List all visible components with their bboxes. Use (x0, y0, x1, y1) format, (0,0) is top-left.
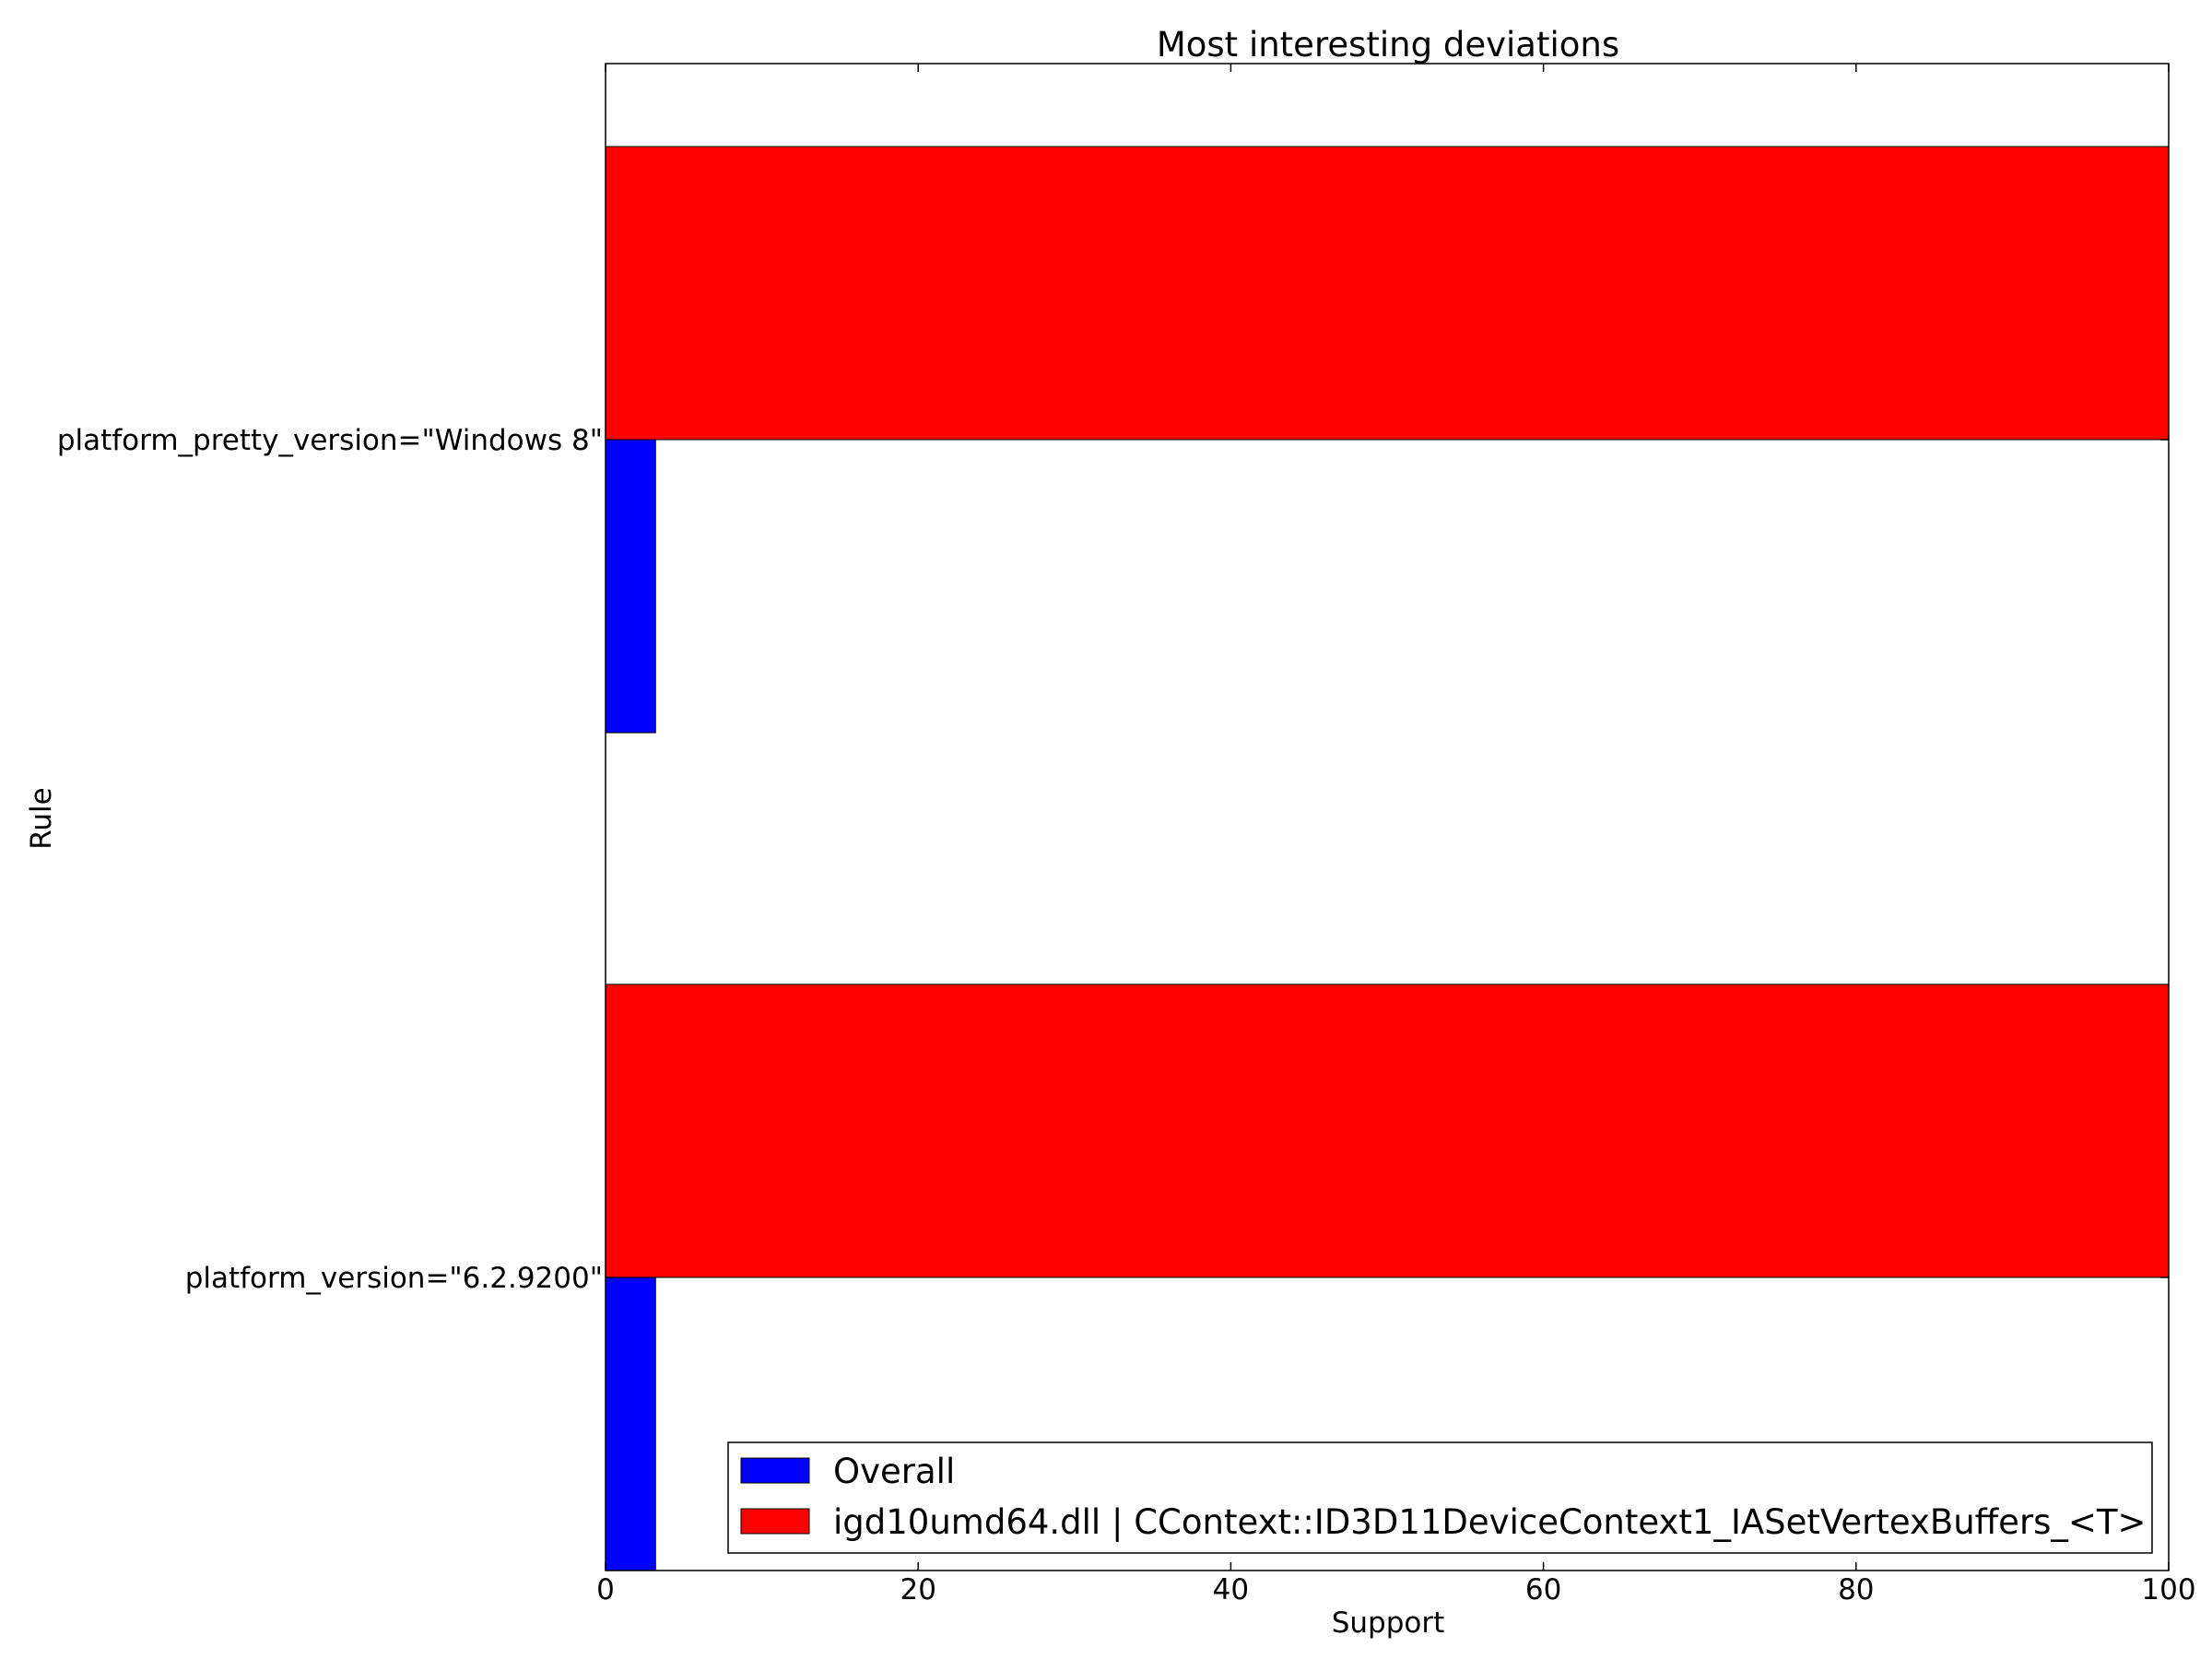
x-tick-label: 100 (2141, 1573, 2195, 1606)
legend-swatch-igd10umd64 (740, 1508, 810, 1535)
legend-label-igd10umd64: igd10umd64.dll | CContext::ID3D11DeviceC… (833, 1502, 2147, 1542)
ticks-layer: platform_pretty_version="Windows 8" platf… (57, 64, 2196, 1606)
bar-igd10umd64-1 (605, 983, 2170, 1278)
y-tick-label: platform_pretty_version="Windows 8" (57, 424, 603, 457)
x-tick-label: 60 (1525, 1573, 1561, 1606)
x-tick-label: 20 (900, 1573, 935, 1606)
legend-label-overall: Overall (833, 1452, 955, 1491)
x-tick-label: 80 (1838, 1573, 1874, 1606)
bar-igd10umd64-0 (605, 146, 2170, 441)
bar-overall-0 (605, 439, 656, 734)
x-tick-label: 0 (596, 1573, 615, 1606)
plot-frame (605, 63, 2170, 1571)
x-axis-label: Support (1332, 1606, 1445, 1640)
chart-title: Most interesting deviations (1157, 25, 1619, 65)
y-axis-label: Rule (25, 787, 58, 849)
y-tick-label: platform_version="6.2.9200" (185, 1262, 603, 1295)
legend: Overall igd10umd64.dll | CContext::ID3D1… (727, 1441, 2153, 1554)
bars-layer (605, 146, 2170, 1571)
legend-frame (727, 1441, 2153, 1554)
legend-swatch-overall (740, 1457, 810, 1484)
x-tick-label: 40 (1213, 1573, 1249, 1606)
bar-overall-1 (605, 1277, 656, 1571)
